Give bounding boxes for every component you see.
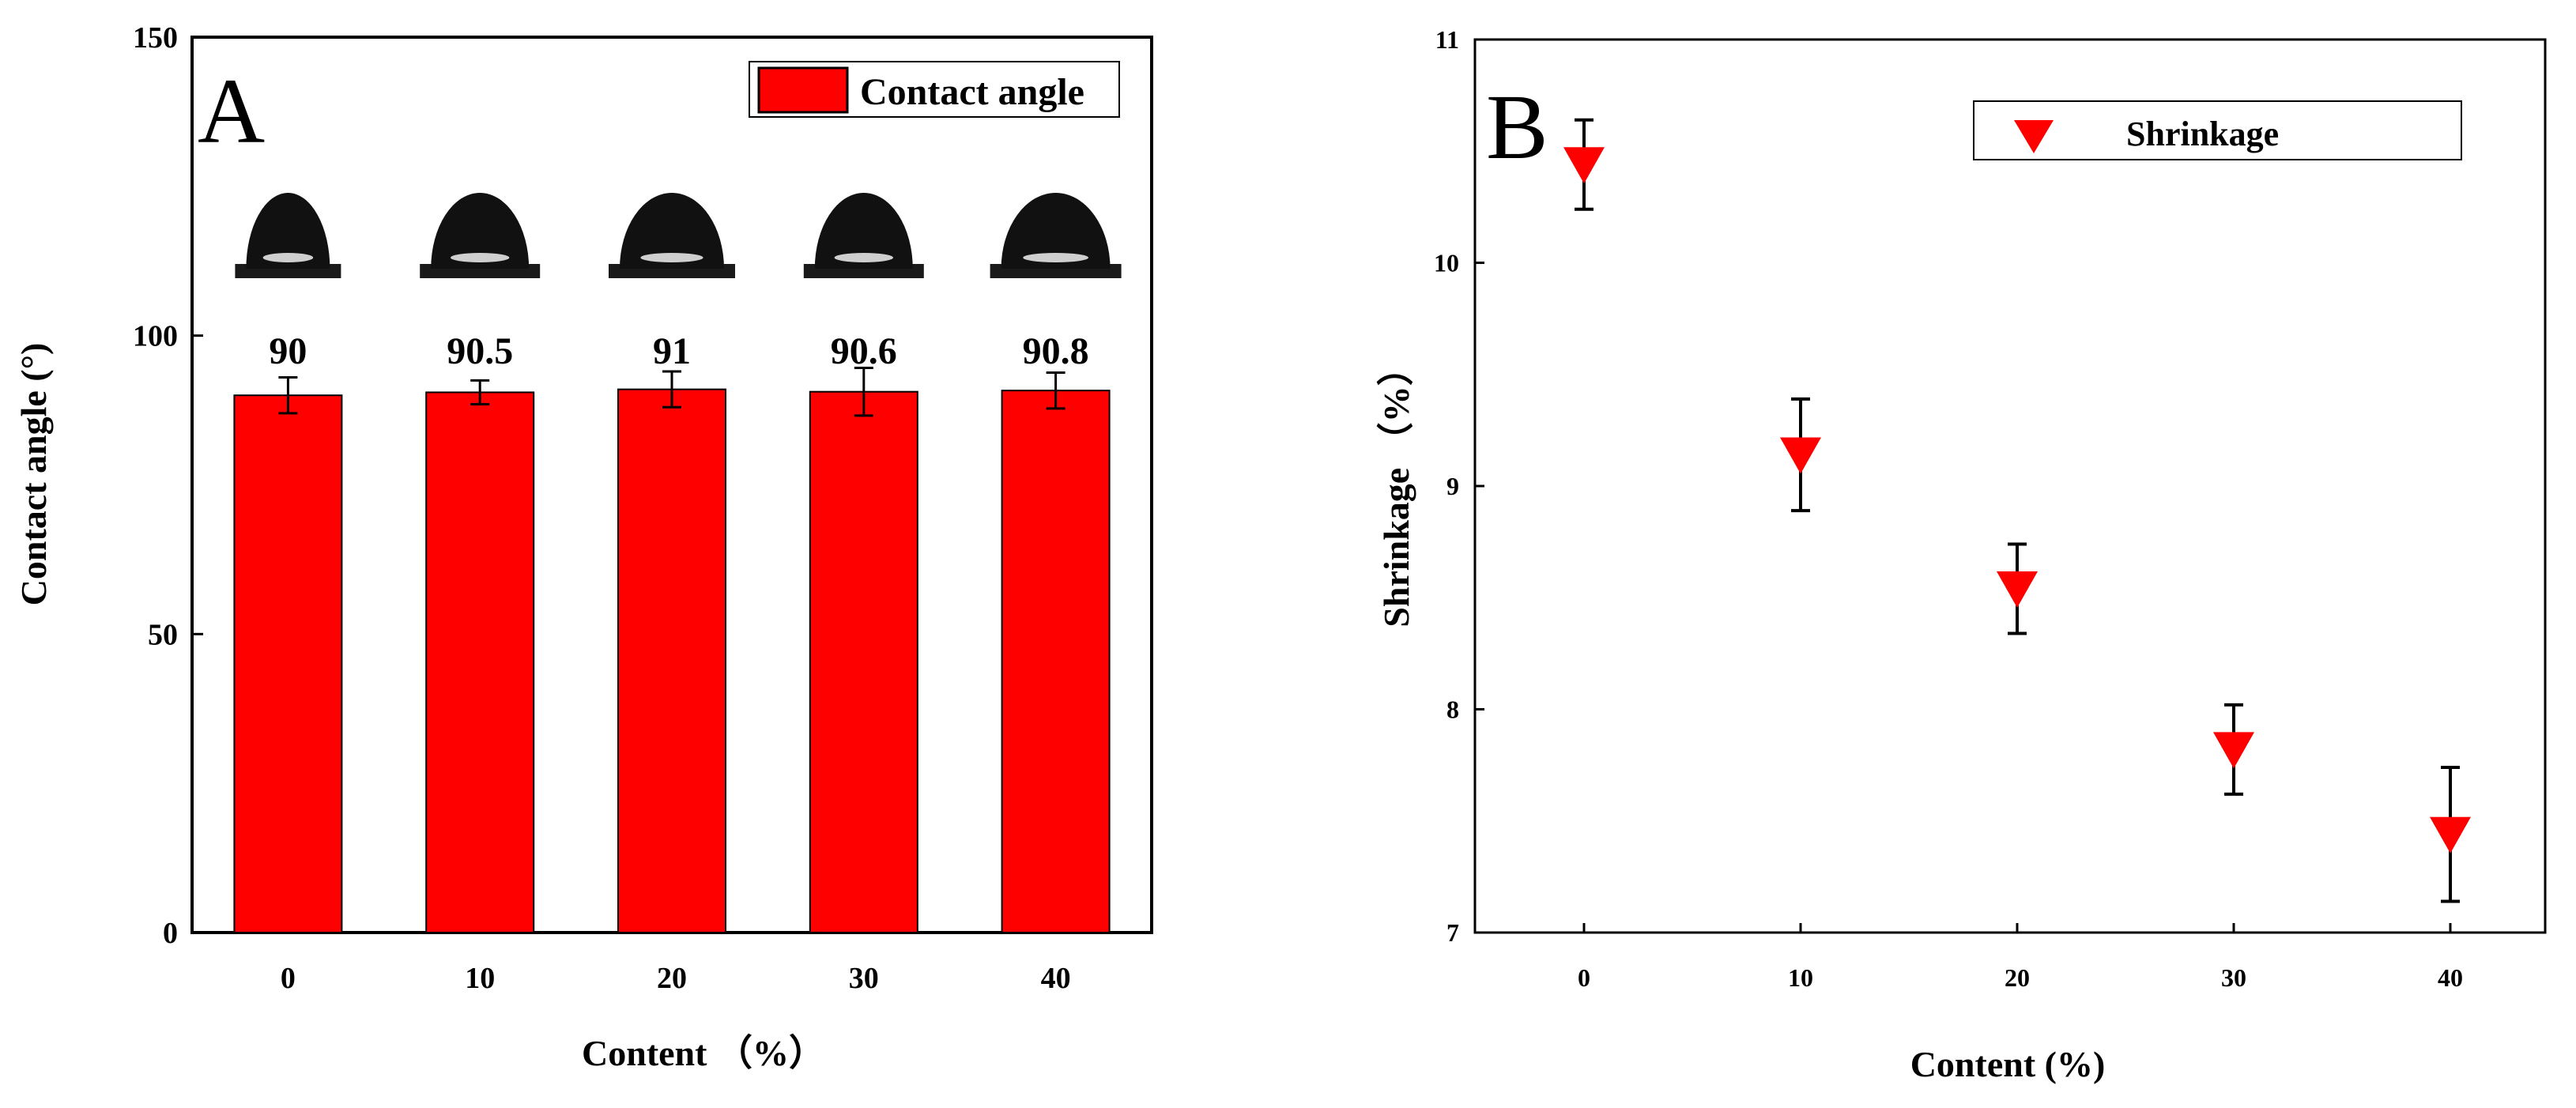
panel-a-error-bars <box>278 366 1065 417</box>
panel-b-shrinkage-chart: B 7 8 9 10 11 0 10 20 30 40 Shrinkage （%） Conten… <box>1376 25 2547 1084</box>
droplet-highlight <box>640 253 703 262</box>
panel-a-legend-swatch <box>757 66 849 114</box>
y-tick-label: 150 <box>133 21 178 55</box>
panel-b-legend-label: Shrinkage <box>2126 115 2279 153</box>
panel-a-legend-label: Contact angle <box>860 71 1084 113</box>
droplet-highlight <box>1023 253 1088 262</box>
x-tick-label: 10 <box>465 962 495 995</box>
panel-a-droplet-images <box>235 193 1122 278</box>
bar <box>425 391 535 933</box>
panel-b-markers <box>1563 147 2471 854</box>
droplet-highlight <box>451 253 510 262</box>
droplet-shape <box>620 193 724 269</box>
y-tick-label: 8 <box>1446 695 1459 724</box>
data-point-marker <box>1780 437 1821 474</box>
x-tick-label: 40 <box>1041 962 1071 995</box>
bar-value-label: 90.8 <box>1023 330 1089 372</box>
y-tick-label: 0 <box>163 917 178 950</box>
bar <box>233 394 343 933</box>
panel-b-x-ticks: 0 10 20 30 40 <box>1578 923 2463 992</box>
x-tick-label: 20 <box>2005 963 2030 992</box>
droplet-shape <box>246 193 330 269</box>
droplet-image <box>990 193 1122 278</box>
panel-a-letter: A <box>198 59 265 163</box>
droplet-shape <box>431 193 530 269</box>
x-tick-label: 10 <box>1788 963 1813 992</box>
y-tick-label: 7 <box>1446 918 1459 947</box>
droplet-shape <box>814 193 913 269</box>
y-tick-label: 100 <box>133 320 178 353</box>
data-point-marker <box>1997 571 2038 608</box>
x-tick-label: 30 <box>2221 963 2246 992</box>
x-tick-label: 30 <box>849 962 879 995</box>
panel-a-contact-angle-chart: A 0 50 100 150 0 10 20 30 40 90 90.5 91 90.6 90.8 C… <box>13 21 1153 1073</box>
panel-b-legend-marker <box>2014 120 2054 153</box>
panel-b-x-axis-label: Content (%) <box>1910 1044 2106 1084</box>
y-tick-label: 50 <box>148 618 178 651</box>
panel-b-error-bars <box>1575 118 2460 903</box>
panel-b-y-ticks: 7 8 9 10 11 <box>1434 25 1484 947</box>
panel-a-y-axis-label: Contact angle (°) <box>13 343 54 606</box>
bar-value-label: 90.5 <box>447 330 513 372</box>
droplet-image <box>420 193 541 278</box>
droplet-image <box>609 193 735 278</box>
data-point-marker <box>2430 816 2471 854</box>
y-tick-label: 11 <box>1435 25 1459 54</box>
panel-a-value-labels: 90 90.5 91 90.6 90.8 <box>269 330 1088 372</box>
panel-a-y-ticks: 0 50 100 150 <box>133 21 203 950</box>
panel-a-x-axis-label: Content （%） <box>582 1033 825 1073</box>
data-point-marker <box>2213 732 2254 769</box>
x-tick-label: 0 <box>1578 963 1590 992</box>
droplet-highlight <box>262 253 314 262</box>
bar-value-label: 90.6 <box>831 330 897 372</box>
panel-b-legend: Shrinkage <box>1973 100 2462 160</box>
panel-b-legend-box <box>1973 100 2462 160</box>
panel-a-legend: Contact angle <box>749 61 1120 118</box>
x-tick-label: 40 <box>2438 963 2463 992</box>
bar <box>617 388 726 933</box>
droplet-image <box>803 193 924 278</box>
panel-b-y-axis-label: Shrinkage （%） <box>1376 349 1416 627</box>
bar <box>809 390 918 933</box>
droplet-highlight <box>834 253 894 262</box>
panel-b-letter: B <box>1486 75 1548 179</box>
y-tick-label: 9 <box>1446 472 1459 500</box>
x-tick-label: 20 <box>657 962 687 995</box>
panel-b-plot-frame <box>1473 38 2547 934</box>
data-point-marker <box>1563 147 1605 184</box>
droplet-image <box>235 193 341 278</box>
panel-a-bars <box>233 388 1111 933</box>
bar-value-label: 90 <box>269 330 307 372</box>
bar <box>1001 390 1111 933</box>
y-tick-label: 10 <box>1434 249 1459 277</box>
bar-value-label: 91 <box>653 330 691 372</box>
x-tick-label: 0 <box>281 962 296 995</box>
droplet-shape <box>1001 193 1111 269</box>
